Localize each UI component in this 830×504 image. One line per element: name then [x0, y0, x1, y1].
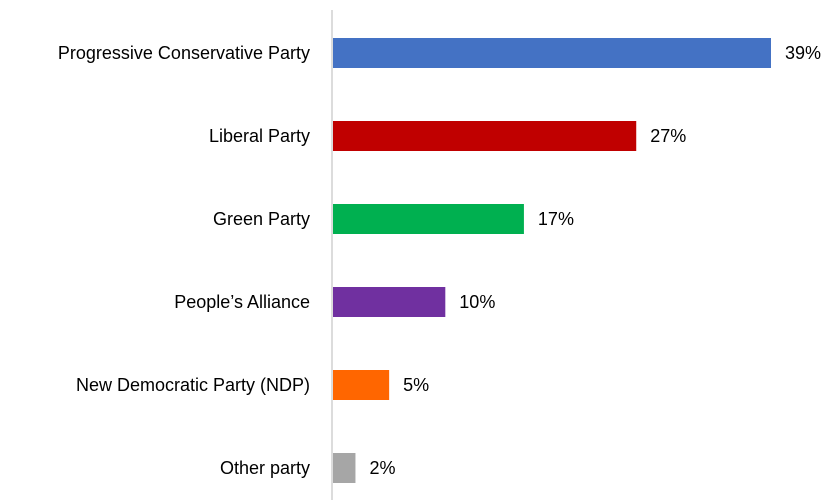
value-label-1: 27% [650, 126, 686, 146]
value-label-4: 5% [403, 375, 429, 395]
value-label-0: 39% [785, 43, 821, 63]
value-label-group: 39% 27% 17% 10% 5% 2% [369, 43, 821, 478]
category-label-group: Progressive Conservative Party Liberal Pa… [58, 43, 310, 478]
category-label-5: Other party [220, 458, 310, 478]
category-label-0: Progressive Conservative Party [58, 43, 310, 63]
bar-group [333, 38, 771, 483]
bar-0 [333, 38, 771, 68]
value-label-5: 2% [369, 458, 395, 478]
category-label-2: Green Party [213, 209, 310, 229]
value-label-3: 10% [459, 292, 495, 312]
bar-4 [333, 370, 390, 400]
category-label-1: Liberal Party [209, 126, 310, 146]
bar-5 [333, 453, 356, 483]
category-label-3: People’s Alliance [174, 292, 310, 312]
bar-1 [333, 121, 637, 151]
value-label-2: 17% [538, 209, 574, 229]
category-label-4: New Democratic Party (NDP) [76, 375, 310, 395]
bar-2 [333, 204, 524, 234]
bar-3 [333, 287, 446, 317]
